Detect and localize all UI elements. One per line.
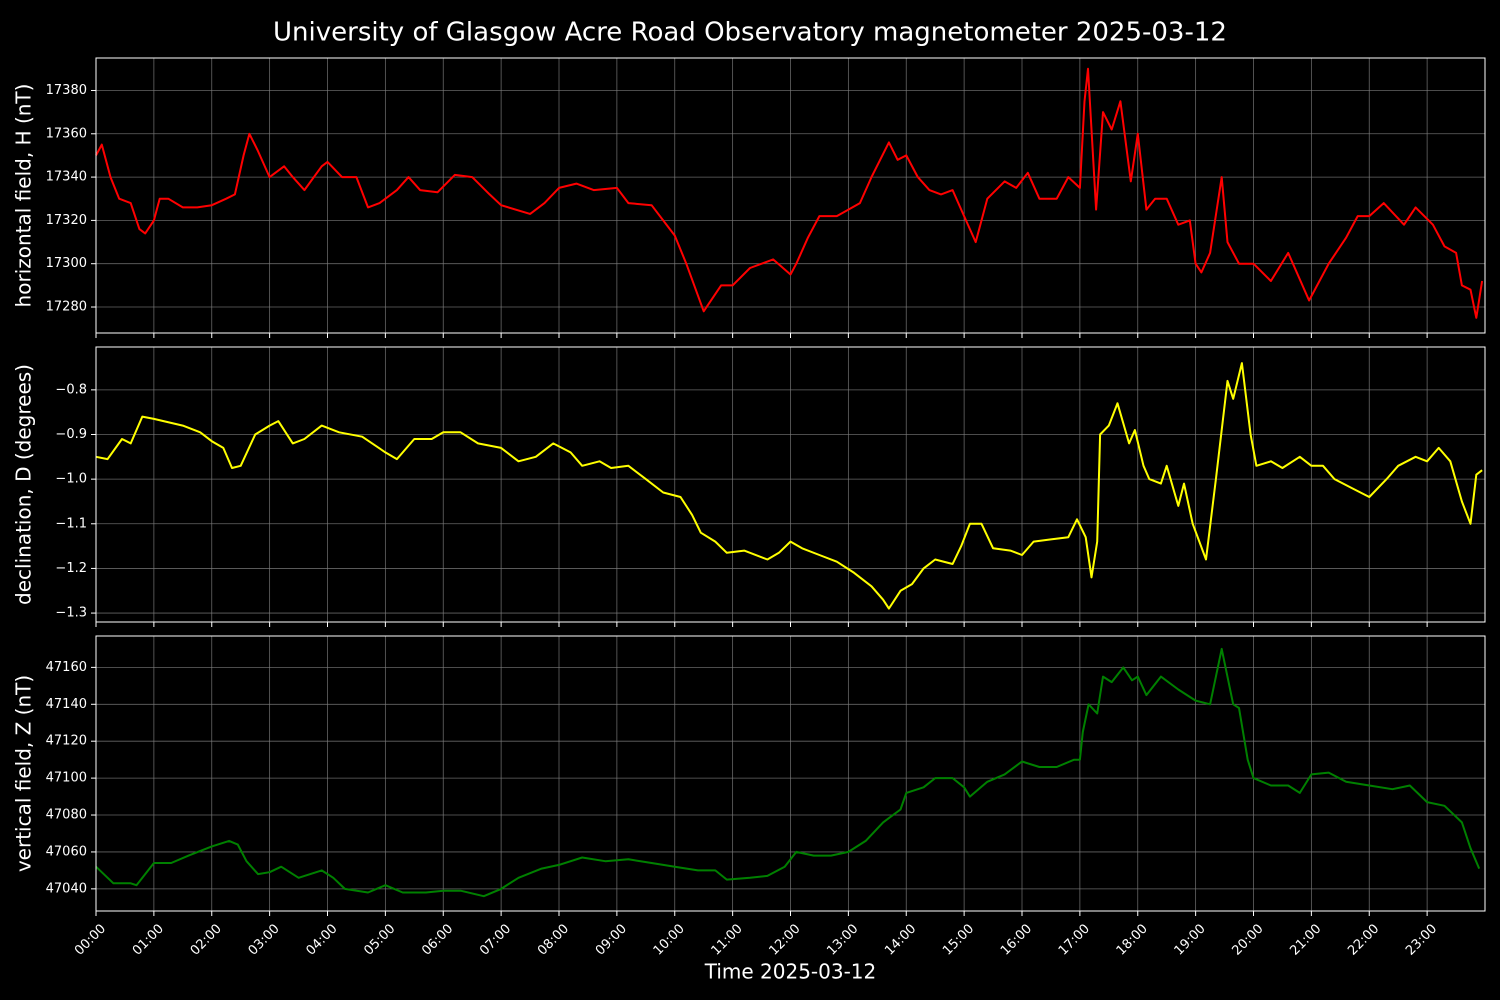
x-tick-label: 22:00 [1345, 921, 1382, 958]
y-tick-label: 17380 [46, 83, 87, 98]
x-tick-label: 00:00 [72, 921, 109, 958]
y-tick-label: 47100 [46, 771, 87, 786]
x-tick-label: 05:00 [361, 921, 398, 958]
data-line [95, 67, 1484, 319]
y-axis-label: vertical field, Z (nT) [12, 675, 36, 872]
y-tick-label: 17340 [46, 170, 87, 185]
x-tick-label: 07:00 [477, 921, 514, 958]
x-tick-label: 02:00 [188, 921, 225, 958]
x-tick-label: 15:00 [940, 921, 977, 958]
x-tick-label: 19:00 [1172, 921, 1209, 958]
axes-frame [95, 635, 1486, 912]
x-tick-label: 20:00 [1229, 921, 1266, 958]
x-tick-label: 09:00 [593, 921, 630, 958]
x-tick-label: 03:00 [246, 921, 283, 958]
axes-frame [95, 57, 1486, 334]
x-tick-label: 17:00 [1056, 921, 1093, 958]
x-tick-label: 12:00 [766, 921, 803, 958]
x-tick-label: 06:00 [419, 921, 456, 958]
x-tick-label: 18:00 [1114, 921, 1151, 958]
x-tick-label: 11:00 [709, 921, 746, 958]
x-tick-label: 13:00 [824, 921, 861, 958]
y-tick-label: −1.2 [55, 561, 87, 576]
y-tick-label: −1.0 [55, 472, 87, 487]
y-tick-label: 47160 [46, 660, 87, 675]
x-tick-label: 16:00 [998, 921, 1035, 958]
axes-frame [95, 346, 1486, 623]
x-tick-label: 10:00 [651, 921, 688, 958]
y-axis-label: declination, D (degrees) [12, 364, 36, 605]
data-line [95, 647, 1481, 898]
x-tick-label: 21:00 [1287, 921, 1324, 958]
x-axis-label: Time 2025-03-12 [704, 960, 877, 984]
y-tick-label: 47040 [46, 881, 87, 896]
x-tick-label: 23:00 [1403, 921, 1440, 958]
y-tick-label: −1.3 [55, 606, 87, 621]
data-line [95, 362, 1483, 610]
figure-title: University of Glasgow Acre Road Observat… [273, 18, 1227, 48]
x-tick-label: 01:00 [130, 921, 167, 958]
y-tick-label: 17300 [46, 256, 87, 271]
x-tick-label: 04:00 [303, 921, 340, 958]
x-tick-label: 08:00 [535, 921, 572, 958]
y-tick-label: 47140 [46, 697, 87, 712]
y-tick-label: 17360 [46, 126, 87, 141]
y-tick-label: −0.8 [55, 382, 87, 397]
y-tick-label: 47080 [46, 808, 87, 823]
y-axis-label: horizontal field, H (nT) [12, 84, 36, 308]
x-tick-label: 14:00 [882, 921, 919, 958]
y-tick-label: −1.1 [55, 516, 87, 531]
y-tick-label: 17280 [46, 300, 87, 315]
y-tick-label: 17320 [46, 213, 87, 228]
y-tick-label: −0.9 [55, 427, 87, 442]
y-tick-label: 47060 [46, 844, 87, 859]
y-tick-label: 47120 [46, 734, 87, 749]
